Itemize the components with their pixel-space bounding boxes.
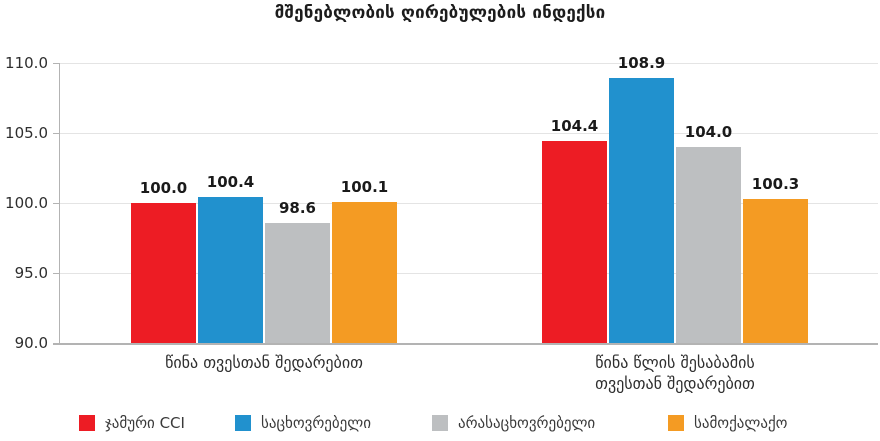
legend-label: ჯამური CCI [105,414,185,432]
bar [676,147,741,343]
gridline [59,63,878,64]
legend-item: არასაცხოვრებელი [432,414,595,432]
bar-value-label: 108.9 [617,54,666,73]
y-tick-label: 90.0 [14,334,48,352]
y-axis-tick [53,133,59,134]
legend-swatch-icon [235,415,251,431]
chart-title: მშენებლობის ღირებულების ინდექსი [274,3,606,23]
bar-value-label: 104.0 [684,123,733,141]
bar [198,197,263,343]
y-tick-label: 110.0 [5,54,48,72]
bar-value-label: 100.0 [139,179,188,197]
bar-value-label: 100.1 [340,177,389,196]
bar [542,141,607,343]
x-category-label: წინა წლის შესაბამის თვესთან შედარებით [595,353,755,393]
legend-swatch-icon [432,415,448,431]
x-axis-baseline [53,343,878,345]
gridline [59,133,878,134]
y-axis-line [59,63,60,343]
legend-item: საცხოვრებელი [235,414,371,432]
legend-label: არასაცხოვრებელი [458,414,596,432]
legend-label: საცხოვრებელი [261,414,372,432]
y-tick-label: 100.0 [5,194,48,212]
bar [609,78,674,343]
bar-value-label: 104.4 [550,117,599,136]
bar [743,198,808,343]
legend-label: სამოქალაქო [694,414,788,432]
bar [332,201,397,343]
bar [131,203,196,343]
y-axis-tick [53,63,59,64]
bar-value-label: 98.6 [278,198,316,217]
gridline [59,273,878,274]
y-axis-tick [53,273,59,274]
gridline [59,203,878,204]
y-tick-label: 95.0 [14,264,48,282]
legend-swatch-icon [668,415,684,431]
legend-item: ჯამური CCI [79,414,185,432]
y-axis-tick [53,203,59,204]
bar-value-label: 100.4 [206,173,255,192]
x-category-label: წინა თვესთან შედარებით [165,353,363,372]
legend-swatch-icon [79,415,95,431]
bar-value-label: 100.3 [751,174,800,193]
legend-item: სამოქალაქო [668,414,787,432]
y-tick-label: 105.0 [5,124,48,142]
bar [265,222,330,343]
